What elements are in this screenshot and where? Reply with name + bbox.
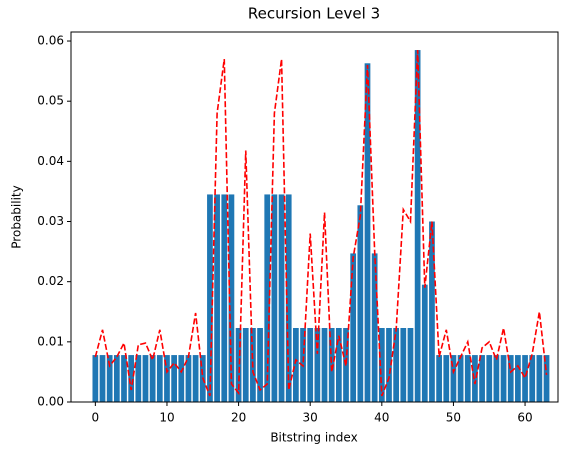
bar (522, 355, 528, 402)
bar (335, 328, 342, 402)
y-tick-label: 0.03 (37, 214, 64, 228)
bar (285, 194, 292, 402)
bar (429, 221, 435, 402)
bar (407, 328, 414, 402)
bar (378, 328, 385, 402)
bar (164, 355, 170, 402)
bar (493, 355, 500, 402)
bar (192, 355, 199, 402)
bar (500, 355, 507, 402)
bar (529, 355, 536, 402)
x-tick-label: 20 (231, 411, 246, 425)
bar (242, 328, 249, 402)
bar (515, 355, 521, 402)
bar (307, 328, 314, 402)
bar (128, 355, 135, 402)
bar (414, 50, 421, 403)
bar (386, 328, 392, 402)
bar (106, 355, 113, 402)
bar (371, 253, 378, 402)
y-axis-label: Probability (10, 185, 24, 248)
bar (92, 355, 99, 402)
x-axis-label: Bitstring index (270, 431, 357, 445)
y-tick-label: 0.00 (37, 395, 64, 409)
bar (207, 194, 213, 402)
bar (135, 355, 142, 402)
x-tick-label: 30 (303, 411, 318, 425)
bar (235, 328, 242, 402)
bar (543, 355, 550, 402)
bar (99, 355, 106, 402)
bar (228, 194, 235, 402)
bar (257, 328, 263, 402)
y-tick-label: 0.01 (37, 334, 64, 348)
bar (479, 355, 485, 402)
bar (314, 328, 321, 402)
bar (171, 355, 177, 402)
bar (421, 284, 428, 402)
bar (185, 355, 192, 402)
bar (328, 328, 335, 402)
bar (536, 355, 543, 402)
bar (264, 194, 271, 402)
bar (364, 63, 371, 403)
y-tick-label: 0.02 (37, 274, 64, 288)
bar (443, 355, 450, 402)
y-tick-label: 0.04 (37, 154, 64, 168)
bar (214, 194, 220, 402)
chart-title: Recursion Level 3 (248, 5, 380, 23)
bar (221, 194, 228, 402)
x-tick-label: 0 (92, 411, 100, 425)
bar (321, 328, 328, 402)
y-tick-label: 0.05 (37, 94, 64, 108)
bar (472, 355, 478, 402)
bar (464, 355, 471, 402)
x-tick-label: 60 (517, 411, 532, 425)
bar (121, 355, 127, 402)
plot-frame (70, 31, 559, 403)
x-tick-label: 40 (374, 411, 389, 425)
bar (278, 194, 285, 402)
bar (450, 355, 457, 402)
bar (400, 328, 407, 402)
bar (393, 328, 400, 402)
bar (178, 355, 185, 402)
x-tick-label: 50 (446, 411, 461, 425)
bar (436, 355, 442, 402)
bar (142, 355, 149, 402)
bar (457, 355, 464, 402)
bar (350, 253, 357, 402)
bar (271, 194, 278, 402)
bar (357, 205, 364, 402)
line (94, 50, 548, 397)
bar (507, 355, 514, 402)
bar (293, 328, 299, 402)
y-tick-label: 0.06 (37, 34, 64, 48)
x-tick-label: 10 (159, 411, 174, 425)
bar (113, 355, 120, 402)
bar (156, 355, 163, 402)
bar (149, 355, 156, 402)
bar (486, 355, 493, 402)
